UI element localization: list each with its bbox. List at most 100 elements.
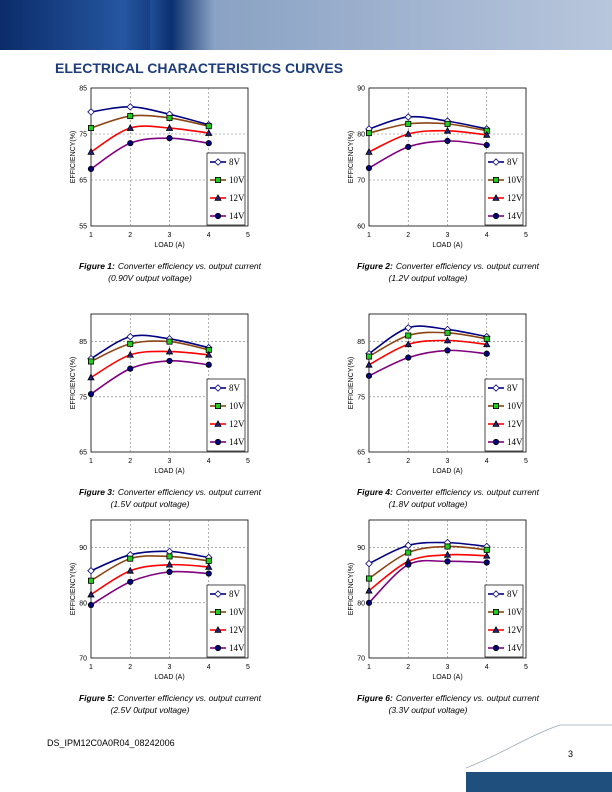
x-tick-label: 5 [246,664,250,671]
x-tick-label: 3 [168,458,172,465]
series-line [90,360,209,395]
y-tick-label: 90 [357,545,365,552]
marker [444,329,451,336]
footer-curve [465,724,612,769]
marker [404,340,412,348]
marker [483,130,491,138]
marker [492,176,499,183]
x-tick-label: 1 [367,232,371,239]
caption-label: Figure 4: [357,487,393,497]
caption: Figure 5: Converter efficiency vs. output… [79,693,262,703]
x-tick-label: 1 [367,458,371,465]
marker [166,338,173,345]
marker [214,384,222,392]
y-tick-label: 55 [79,224,87,231]
x-tick-label: 4 [485,232,489,239]
marker [492,419,500,427]
marker [483,559,490,566]
marker [365,599,373,606]
marker [365,147,373,155]
marker [87,373,95,381]
y-axis-label: EFFICIENCY(%) [70,131,77,184]
y-tick-label: 85 [79,339,87,346]
x-axis-label: LOAD (A) [432,674,462,681]
x-tick-label: 2 [128,458,132,465]
chart: 1 2 3 4 5 60 70 80 90 LOAD (A) EFFICIENCY(%) 8V 10V 1… [348,86,540,284]
marker [444,543,451,550]
x-tick-label: 3 [168,664,172,671]
caption-label: Figure 3: [79,487,115,497]
legend-label: 14V [507,643,523,653]
caption-text: Converter efficiency vs. output current [118,261,262,271]
legend-label: 12V [507,193,523,203]
legend-label: 8V [507,157,519,167]
x-tick-label: 3 [446,664,450,671]
marker [127,365,134,372]
x-tick-label: 2 [128,664,132,671]
series-line [90,350,209,379]
marker [365,575,372,582]
legend-label: 12V [507,419,523,429]
marker [444,347,451,354]
y-tick-label: 60 [357,224,365,231]
y-axis-label: EFFICIENCY(%) [348,563,355,616]
marker [214,609,221,616]
x-tick-label: 1 [89,458,93,465]
marker [365,164,373,172]
legend-box [484,152,524,226]
x-axis-label: LOAD (A) [154,468,184,475]
x-tick-label: 2 [128,232,132,239]
series-line [90,106,209,126]
x-tick-label: 4 [207,232,211,239]
y-tick-label: 65 [79,450,87,457]
marker [365,559,373,568]
series-line [368,553,487,592]
marker [365,130,372,137]
series-line [368,349,487,377]
marker [443,550,452,558]
caption-text: Converter efficiency vs. output current [118,693,262,703]
marker [88,125,95,132]
caption-text: Converter efficiency vs. output current [396,487,540,497]
series-line [90,137,209,170]
marker [165,123,174,131]
y-tick-label: 80 [79,600,87,607]
marker [444,558,451,565]
x-tick-label: 4 [485,458,489,465]
marker [492,193,500,201]
x-tick-label: 1 [367,664,371,671]
marker [492,625,500,633]
y-tick-label: 85 [79,86,87,93]
marker [166,357,173,365]
y-tick-label: 75 [79,132,87,139]
marker [214,590,222,598]
x-axis-label: LOAD (A) [432,242,462,249]
series-line [368,129,487,153]
marker [404,129,412,137]
marker [127,578,134,585]
x-tick-label: 4 [485,664,489,671]
marker [492,590,500,598]
series-line [368,331,487,358]
marker [166,135,173,142]
legend-label: 14V [507,437,523,447]
marker [404,541,413,550]
marker [205,570,212,577]
x-tick-label: 2 [406,458,410,465]
caption-note: (1.2V output voltage) [389,273,468,283]
legend-box [484,378,524,452]
series-line [90,340,209,363]
marker [88,358,95,365]
series-line [90,550,209,572]
legend-label: 8V [507,589,519,599]
x-tick-label: 1 [89,232,93,239]
marker [126,103,135,111]
marker [492,212,500,220]
caption-text: Converter efficiency vs. output current [396,261,540,271]
x-axis-label: LOAD (A) [432,468,462,475]
y-tick-label: 85 [357,339,365,346]
legend-label: 8V [507,383,519,393]
marker [214,419,222,427]
x-tick-label: 3 [446,232,450,239]
marker [214,644,222,652]
